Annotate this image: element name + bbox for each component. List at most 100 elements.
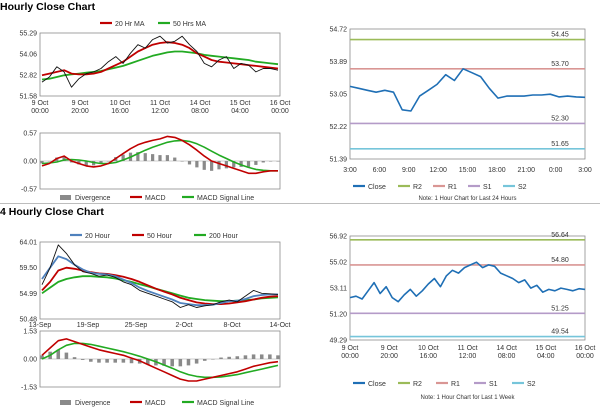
divergence-bar (243, 355, 248, 359)
y-tick-label: 49.29 (329, 338, 347, 345)
ma-long-line (41, 50, 279, 81)
y-tick-label: 54.99 (19, 291, 37, 298)
divergence-bar (136, 152, 140, 161)
divergence-bar (254, 161, 258, 165)
legend-label: R2 (413, 184, 422, 191)
x-tick-label: 12:00 (459, 353, 477, 360)
x-tick-label: 18:00 (488, 167, 506, 174)
y-tick-label: 53.05 (329, 92, 347, 99)
divergence-bar (97, 359, 101, 363)
legend-label: MACD Signal Line (197, 400, 254, 407)
section-divider (0, 203, 600, 204)
divergence-bar (106, 161, 110, 162)
divergence-bar (158, 155, 162, 161)
divergence-bar (146, 359, 150, 365)
y-tick-label: 55.29 (19, 31, 37, 38)
divergence-bar (40, 355, 44, 359)
divergence-bar (269, 161, 273, 162)
divergence-bar (62, 157, 66, 161)
divergence-bar (195, 161, 199, 168)
x-tick-label: 20:00 (71, 108, 89, 115)
chart-note: Note: 1 Hour Chart for Last 1 Week (421, 395, 516, 401)
r1-level-label: 54.80 (551, 257, 569, 264)
y-tick-label: -0.57 (21, 187, 37, 194)
hourly-macd-chart: 0.57 0.00 -0.57 Divergence MACD MACD Signal L… (21, 131, 281, 202)
divergence-bar (251, 354, 256, 359)
legend-label: S1 (489, 381, 498, 388)
y-tick-label: 52.22 (329, 124, 347, 131)
x-tick-label: 00:00 (341, 353, 359, 360)
divergence-bar (72, 357, 77, 359)
plot-frame (349, 235, 586, 341)
divergence-bar (261, 161, 265, 163)
x-tick-label: 6:00 (373, 167, 387, 174)
divergence-bar (246, 161, 251, 167)
divergence-bar (84, 161, 88, 166)
divergence-bar (121, 359, 126, 363)
divergence-bar (64, 352, 69, 359)
divergence-bar (268, 354, 272, 359)
y-tick-label: -1.53 (21, 385, 37, 392)
price-line (41, 244, 279, 308)
divergence-bar (113, 359, 118, 363)
divergence-bar (276, 161, 280, 162)
divergence-bar (187, 161, 192, 165)
x-tick-label: 08:00 (191, 108, 209, 115)
divergence-bar (56, 349, 61, 359)
x-tick-label: 16 Oct (270, 100, 291, 107)
legend-label: 20 Hr MA (115, 21, 145, 28)
y-tick-label: 54.72 (329, 27, 347, 34)
s1-level-label: 51.25 (551, 305, 569, 312)
x-tick-label: 0:00 (549, 167, 563, 174)
legend-label: S2 (518, 184, 527, 191)
x-tick-label: 14 Oct (190, 100, 211, 107)
x-tick-label: 12:00 (429, 167, 447, 174)
hourly-section-title: Hourly Close Chart (0, 1, 96, 13)
x-tick-label: 3:00 (343, 167, 357, 174)
divergence-bar (224, 161, 228, 169)
x-tick-label: 9:00 (402, 167, 416, 174)
signal-line (41, 139, 278, 172)
y-tick-label: 0.57 (23, 131, 37, 138)
divergence-bar (105, 359, 109, 363)
plot-frame (39, 241, 281, 320)
x-tick-label: 00:00 (31, 108, 49, 115)
close-line (349, 67, 586, 112)
divergence-bar (99, 161, 103, 164)
x-tick-label: 3:00 (578, 167, 592, 174)
four-hourly-section-title: 4 Hourly Close Chart (0, 206, 104, 218)
four-hourly-close-chart: 56.92 55.02 53.11 51.20 49.29 56.64 54.80 51.25… (329, 232, 595, 401)
four-hourly-macd-chart: 1.53 0.00 -1.53 Divergence MACD MACD Signal L… (21, 329, 281, 407)
divergence-bar (165, 155, 169, 161)
x-tick-label: 15:00 (459, 167, 477, 174)
divergence-bar (80, 359, 85, 360)
plot-frame (349, 28, 586, 160)
x-tick-label: 19-Sep (77, 322, 100, 329)
plot-frame (39, 32, 281, 97)
legend-swatch (60, 195, 71, 200)
divergence-bar (121, 154, 125, 161)
legend-label: MACD Signal Line (197, 195, 254, 202)
x-tick-label: 16:00 (111, 108, 129, 115)
x-tick-label: 13-Sep (29, 322, 52, 329)
s2-level-label: 51.65 (551, 141, 569, 148)
legend-label: Close (368, 381, 386, 388)
divergence-bar (217, 161, 221, 170)
x-tick-label: 12:00 (151, 108, 169, 115)
y-tick-label: 56.92 (329, 234, 347, 241)
legend-label: S1 (483, 184, 492, 191)
x-tick-label: 04:00 (537, 353, 555, 360)
divergence-bar (129, 359, 134, 364)
legend-label: MACD (145, 400, 166, 407)
chart-note: Note: 1 Hour Chart for Last 24 Hours (418, 196, 516, 202)
y-tick-label: 0.00 (23, 159, 37, 166)
x-tick-label: 9 Oct (342, 345, 359, 352)
signal-line (41, 342, 279, 379)
x-tick-label: 21:00 (517, 167, 535, 174)
y-tick-label: 1.53 (23, 329, 37, 336)
divergence-bar (211, 359, 215, 360)
legend-label: R1 (451, 381, 460, 388)
divergence-bar (227, 356, 231, 359)
